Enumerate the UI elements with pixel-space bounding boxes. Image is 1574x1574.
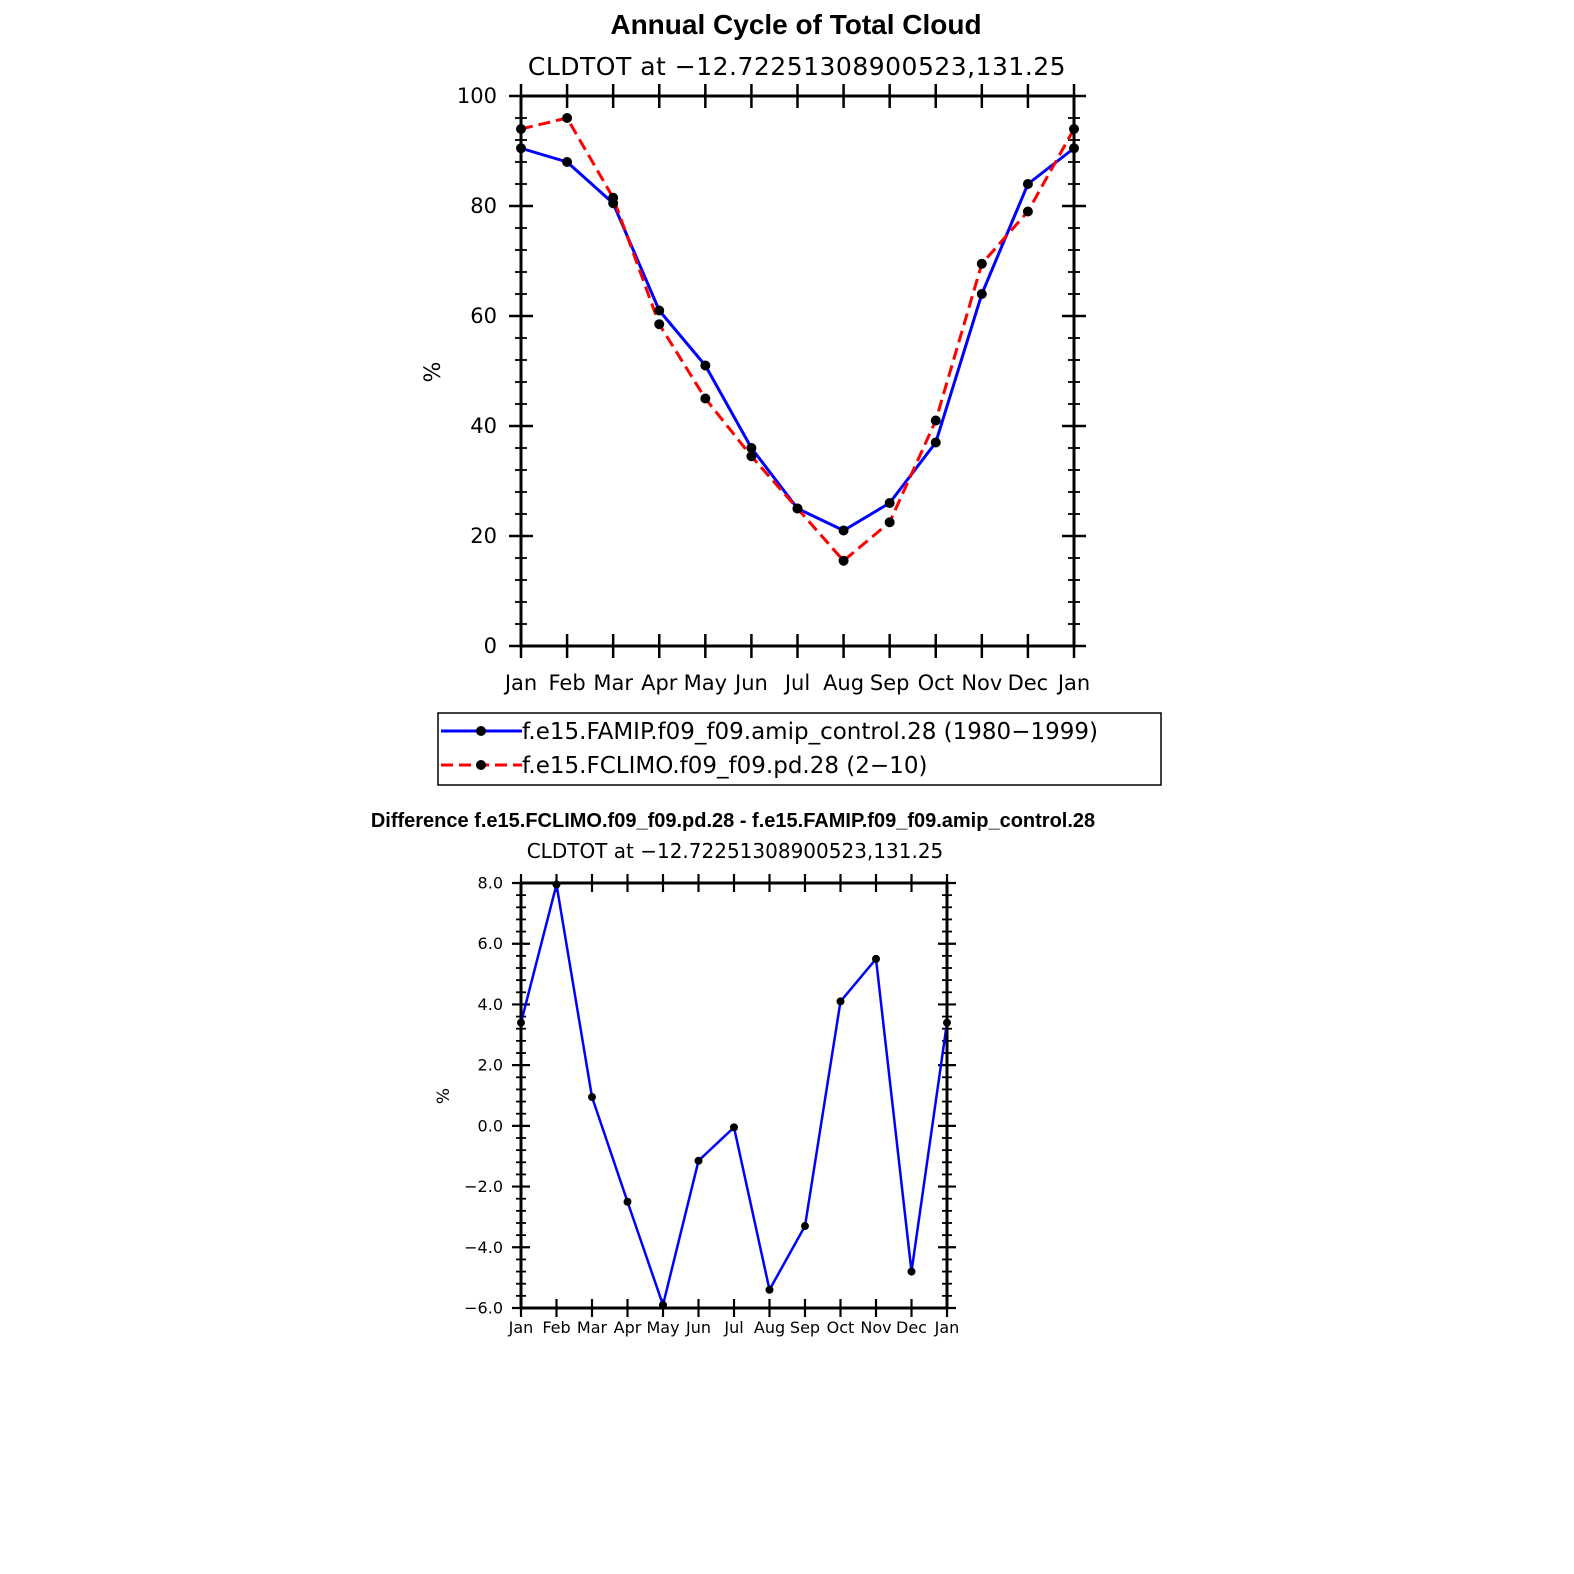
data-point [562,157,573,167]
x-tick-label: Sep [870,671,910,695]
legend-box [437,712,1162,786]
y-tick-label: 0 [484,634,497,658]
data-point [694,1156,703,1165]
x-tick-label: Jan [508,1318,534,1337]
data-point [884,517,895,528]
top-chart-title: CLDTOT at −12.72251308900523,131.25 [528,52,1066,81]
data-point [976,289,987,299]
data-point [588,1093,596,1102]
y-tick-label: −4.0 [464,1238,503,1257]
y-tick-label: 4.0 [478,995,503,1014]
bottom-chart-title: CLDTOT at −12.72251308900523,131.25 [527,839,944,863]
data-point [730,1123,738,1132]
x-tick-label: Sep [790,1318,820,1337]
top-chart-ticks [509,84,1086,658]
series-line-2 [520,116,1076,563]
x-tick-label: Jun [685,1318,711,1337]
x-tick-label: Jul [723,1318,743,1337]
data-point [801,1222,809,1231]
data-point [654,319,665,330]
y-tick-label: 8.0 [478,874,503,893]
difference-chart-markers [517,880,951,1309]
x-tick-label: Aug [754,1318,785,1337]
y-tick-label: 40 [470,414,497,438]
difference-title: Difference f.e15.FCLIMO.f09_f09.pd.28 - … [371,810,1095,832]
data-point [836,997,845,1006]
x-tick-label: Mar [577,1318,608,1337]
legend-marker-series1 [476,726,486,736]
top-chart-y-axis-label: % [421,362,446,383]
x-tick-label: Apr [614,1318,642,1337]
annual-cycle-chart: Jan Feb Mar Apr May Jun Jul Aug Sep Oct Nov Dec Jan … [421,84,1090,695]
y-tick-label: 20 [470,524,497,548]
legend: f.e15.FAMIP.f09_f09.amip_control.28 (198… [437,712,1162,786]
top-chart-x-tick-labels: Jan Feb Mar Apr May Jun Jul Aug Sep Oct Nov Dec Jan [503,671,1090,695]
x-tick-label: Apr [641,671,678,695]
data-point [654,305,665,316]
data-point [623,1197,632,1206]
data-point [838,555,849,566]
data-point [746,451,757,462]
x-tick-label: Jun [733,671,768,695]
y-tick-label: −6.0 [464,1299,503,1318]
x-tick-label: Jan [1056,671,1090,695]
x-tick-label: Dec [896,1318,927,1337]
top-chart-lines [520,116,1076,563]
data-point [872,954,880,963]
x-tick-label: May [684,671,727,695]
difference-chart-x-tick-labels: Jan Feb Mar Apr May Jun Jul Aug Sep Oct Nov Dec Jan [508,1318,960,1337]
difference-chart: Jan Feb Mar Apr May Jun Jul Aug Sep Oct Nov Dec Jan … [434,874,959,1338]
x-tick-label: Jul [783,671,810,695]
data-point [838,525,849,536]
legend-label-series1: f.e15.FAMIP.f09_f09.amip_control.28 (198… [522,719,1098,745]
data-point [976,258,987,269]
difference-chart-y-axis-label: % [434,1088,454,1104]
data-point [765,1285,774,1294]
x-tick-label: Oct [827,1318,855,1337]
top-chart-y-tick-labels: 0 20 40 60 80 100 [457,84,497,658]
series-line-1 [520,146,1075,532]
data-point [746,443,757,453]
difference-chart-lines [519,883,949,1307]
difference-chart-frame [519,881,949,1310]
data-point [907,1267,916,1276]
top-chart-markers [516,113,1079,566]
data-point [1022,179,1033,189]
data-point [930,415,941,426]
y-tick-label: 100 [457,84,497,108]
data-point [700,360,711,371]
x-tick-label: Dec [1008,671,1049,695]
figure-title: Annual Cycle of Total Cloud [610,9,981,40]
y-tick-label: 60 [470,304,497,328]
x-tick-label: Oct [918,671,954,695]
top-chart-frame [519,94,1076,648]
data-point [608,192,619,203]
data-point [930,437,941,448]
y-tick-label: 0.0 [478,1116,503,1135]
x-tick-label: Jan [503,671,537,695]
x-tick-label: Feb [542,1318,570,1337]
y-tick-label: −2.0 [464,1177,503,1196]
y-tick-label: 6.0 [478,934,503,953]
difference-chart-ticks [512,874,956,1317]
y-tick-label: 80 [470,194,497,218]
x-tick-label: May [646,1318,679,1337]
legend-label-series2: f.e15.FCLIMO.f09_f09.pd.28 (2−10) [522,753,927,779]
data-point [1022,206,1033,217]
data-point [884,498,895,508]
x-tick-label: Nov [860,1318,891,1337]
data-point [562,113,573,123]
x-tick-label: Mar [593,671,633,695]
x-tick-label: Aug [823,671,864,695]
data-point [792,503,803,514]
data-point [700,393,711,404]
series-line-1 [519,883,949,1307]
difference-chart-y-tick-labels: −6.0 −4.0 −2.0 0.0 2.0 4.0 6.0 8.0 [464,874,503,1318]
legend-marker-series2 [476,760,486,770]
x-tick-label: Jan [934,1318,960,1337]
x-tick-label: Nov [961,671,1002,695]
y-tick-label: 2.0 [478,1056,503,1075]
x-tick-label: Feb [548,671,585,695]
